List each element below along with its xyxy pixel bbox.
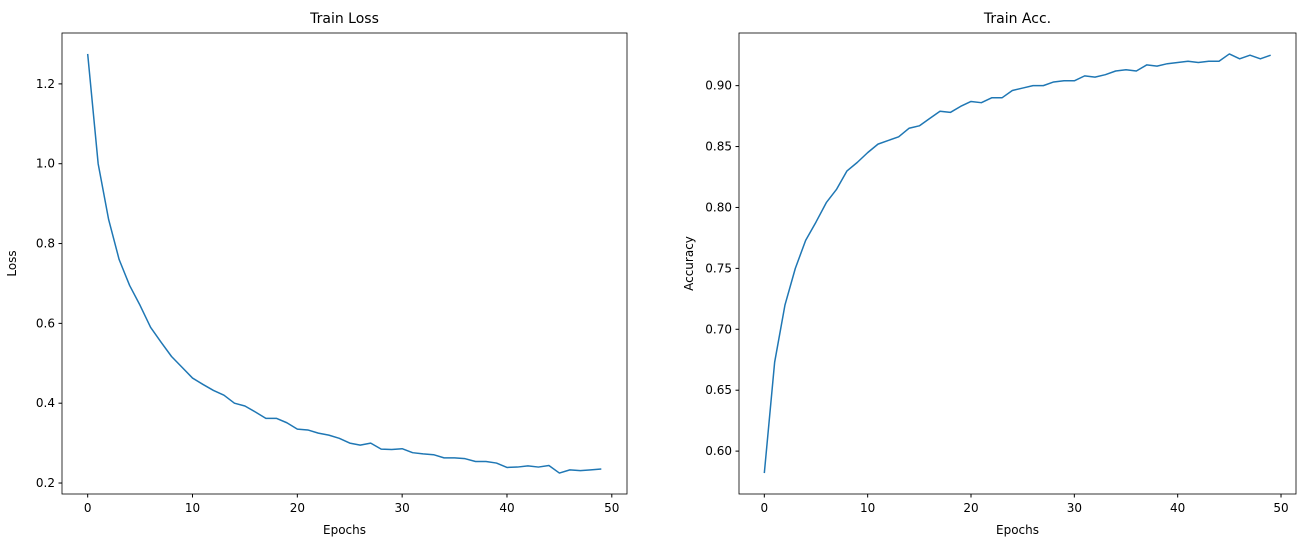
chart-title: Train Acc.	[983, 11, 1051, 27]
y-tick-label: 0.90	[705, 79, 732, 93]
y-tick-label: 0.2	[36, 476, 55, 490]
y-tick-label: 0.60	[705, 444, 732, 458]
x-tick-label: 20	[963, 501, 978, 515]
y-tick-label: 0.85	[705, 140, 732, 154]
axes-frame	[738, 32, 1297, 495]
x-tick-label: 40	[1170, 501, 1185, 515]
x-axis-label: Epochs	[323, 523, 366, 537]
y-axis-label: Loss	[5, 250, 19, 276]
axes-frame	[61, 32, 628, 495]
y-tick-label: 0.75	[705, 261, 732, 275]
y-tick-label: 0.80	[705, 200, 732, 214]
data-line	[86, 53, 602, 474]
y-tick-label: 0.70	[705, 322, 732, 336]
x-tick-label: 0	[84, 501, 92, 515]
x-tick-label: 40	[499, 501, 514, 515]
y-tick-label: 0.4	[36, 396, 55, 410]
x-tick-label: 10	[185, 501, 200, 515]
x-tick-label: 30	[395, 501, 410, 515]
x-tick-label: 30	[1067, 501, 1082, 515]
chart-title: Train Loss	[309, 11, 379, 27]
x-tick-label: 10	[860, 501, 875, 515]
x-tick-label: 50	[604, 501, 619, 515]
x-tick-label: 50	[1273, 501, 1288, 515]
x-tick-label: 20	[290, 501, 305, 515]
y-tick-label: 0.65	[705, 383, 732, 397]
y-tick-label: 0.8	[36, 237, 55, 251]
y-tick-label: 0.6	[36, 316, 55, 330]
x-axis-label: Epochs	[996, 523, 1039, 537]
y-tick-label: 1.2	[36, 77, 55, 91]
y-axis-label: Accuracy	[682, 236, 696, 291]
y-tick-label: 1.0	[36, 157, 55, 171]
data-line	[763, 53, 1271, 474]
x-tick-label: 0	[760, 501, 768, 515]
